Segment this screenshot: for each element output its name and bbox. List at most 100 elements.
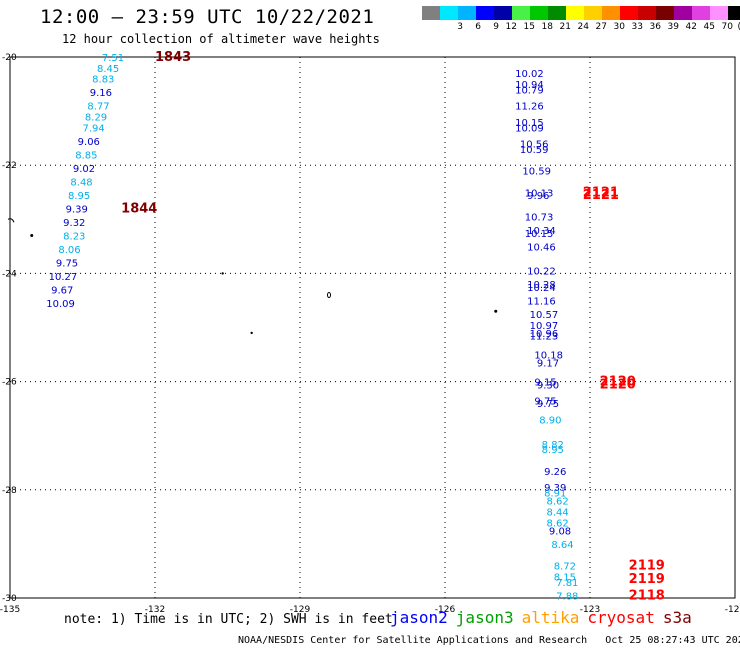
lat-tick-label: -22: [2, 161, 17, 171]
swh-value-label: 9.75: [537, 399, 559, 410]
legend-swatch: [494, 6, 512, 20]
legend-label: 21: [559, 22, 571, 32]
swh-value-label: 7.51: [102, 53, 124, 64]
credit-timestamp: Oct 25 08:27:43 UTC 2021: [605, 635, 740, 646]
legend-swatch: [584, 6, 602, 20]
lat-tick-label: -30: [2, 594, 17, 604]
swh-value-label: 9.02: [73, 164, 95, 175]
swh-value-label: 8.91: [544, 489, 566, 500]
satellite-cryosat: cryosat: [587, 608, 655, 627]
swh-value-label: 9.16: [90, 88, 112, 99]
lon-tick-label: -120: [725, 605, 740, 615]
island-marker: [327, 292, 331, 299]
swh-value-label: 10.02: [515, 69, 544, 80]
pass-time-label: 1844: [121, 201, 157, 216]
legend-label: 9: [493, 22, 499, 32]
swh-value-label: 7.88: [556, 591, 578, 602]
legend-label: 70: [721, 22, 733, 32]
pass-time-label: 2120: [600, 375, 636, 390]
legend-swatch: [638, 6, 656, 20]
legend-swatch: [530, 6, 548, 20]
legend-label: 33: [631, 22, 643, 32]
swh-value-label: 8.85: [75, 150, 97, 161]
satellite-legend: jason2 jason3 altika cryosat s3a: [390, 608, 700, 627]
map-frame: [9, 56, 736, 599]
legend-swatch: [476, 6, 494, 20]
swh-value-label: 10.27: [49, 272, 78, 283]
pass-time-label: 2121: [583, 185, 619, 200]
swh-value-label: 10.59: [522, 167, 551, 178]
swh-value-label: 8.62: [547, 518, 569, 529]
legend-label: 24: [577, 22, 589, 32]
swh-value-label: 9.17: [537, 359, 559, 370]
swh-value-label: 10.09: [46, 299, 75, 310]
legend-label: 30: [613, 22, 625, 32]
swh-value-label: 10.56: [520, 140, 549, 151]
map-title: 12:00 — 23:59 UTC 10/22/2021: [40, 6, 375, 28]
swh-value-label: 10.96: [530, 329, 559, 340]
swh-value-label: 8.95: [542, 445, 564, 456]
legend-swatch: [710, 6, 728, 20]
lon-tick-label: -123: [580, 605, 600, 615]
legend-label: 18: [541, 22, 553, 32]
swh-value-label: 10.15: [515, 118, 544, 129]
swh-value-label: 10.46: [527, 242, 556, 253]
lat-tick-label: -28: [2, 486, 17, 496]
credit-line: NOAA/NESDIS Center for Satellite Applica…: [238, 635, 740, 646]
legend-label: 3: [457, 22, 463, 32]
legend-swatch: [674, 6, 692, 20]
swh-value-label: 11.16: [527, 296, 556, 307]
swh-value-label: 10.59: [520, 145, 549, 156]
swh-value-label: 10.28: [527, 280, 556, 291]
swh-value-label: 10.24: [527, 283, 556, 294]
swh-value-label: 10.57: [530, 310, 559, 321]
legend-label: 15: [523, 22, 535, 32]
swh-value-label: 8.23: [63, 232, 85, 243]
swh-value-label: 11.23: [530, 332, 559, 343]
pass-time-label: 2118: [629, 588, 665, 603]
swh-value-label: 9.39: [544, 483, 566, 494]
swh-value-label: 9.75: [56, 259, 78, 270]
swh-value-label: 8.64: [551, 540, 573, 551]
swh-value-label: 8.06: [58, 245, 80, 256]
legend-swatch: [728, 6, 740, 20]
swh-value-label: 8.72: [554, 562, 576, 573]
island-marker: [250, 331, 253, 335]
legend-label: 36: [649, 22, 661, 32]
legend-label: 39: [667, 22, 679, 32]
lat-tick-label: -26: [2, 378, 17, 388]
lon-tick-label: -132: [145, 605, 165, 615]
legend-swatch: [620, 6, 638, 20]
swh-value-label: 8.15: [554, 572, 576, 583]
legend-swatch: [602, 6, 620, 20]
swh-value-label: 11.26: [515, 102, 544, 113]
swh-value-label: 7.81: [556, 578, 578, 589]
swh-value-label: 9.15: [534, 378, 556, 389]
pass-time-label: 1843: [155, 50, 191, 65]
credit-text: NOAA/NESDIS Center for Satellite Applica…: [238, 635, 588, 646]
lon-tick-label: -135: [0, 605, 20, 615]
legend-swatch: [566, 6, 584, 20]
map-subtitle: 12 hour collection of altimeter wave hei…: [62, 32, 380, 46]
swh-value-label: 10.73: [525, 213, 554, 224]
legend-swatch: [692, 6, 710, 20]
legend-swatch: [422, 6, 440, 20]
legend-label: 45: [703, 22, 715, 32]
swh-value-label: 10.22: [527, 267, 556, 278]
pass-time-label: 2119: [629, 572, 665, 587]
island-marker: [7, 218, 15, 223]
swh-value-label: 8.77: [87, 102, 109, 113]
swh-value-label: 10.97: [530, 321, 559, 332]
legend-swatch: [458, 6, 476, 20]
island-marker: [494, 309, 498, 313]
swh-value-label: 9.96: [527, 191, 549, 202]
lat-tick-label: -24: [2, 269, 17, 279]
swh-value-label: 8.44: [547, 507, 569, 518]
swh-value-label: 9.08: [549, 526, 571, 537]
satellite-s3a: s3a: [662, 608, 692, 627]
swh-value-label: 9.75: [534, 397, 556, 408]
lat-tick-label: -20: [2, 53, 17, 63]
swh-value-label: 9.39: [66, 204, 88, 215]
legend-label: 27: [595, 22, 607, 32]
